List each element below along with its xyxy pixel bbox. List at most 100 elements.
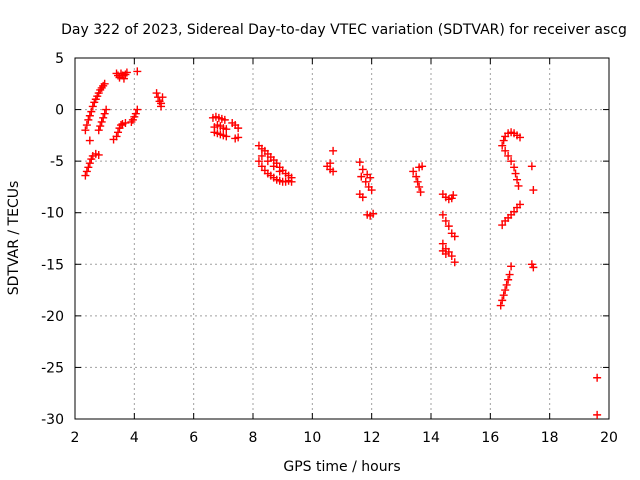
data-point	[358, 165, 367, 174]
axis-ticks: 2 4 6 8 10 12 14 16 18 20 5 0 -5 -10 -15 -20 -25 -30	[41, 51, 618, 446]
data-point	[498, 141, 507, 150]
data-point	[88, 102, 97, 111]
grid	[75, 58, 609, 419]
data-point	[507, 262, 516, 271]
y-tick-label: -25	[41, 360, 64, 376]
data-point	[87, 107, 96, 116]
data-point	[158, 93, 167, 102]
data-point	[254, 157, 263, 166]
data-point	[234, 133, 243, 142]
data-point	[329, 167, 338, 176]
data-point	[510, 207, 519, 216]
data-point	[507, 157, 516, 166]
data-point	[85, 111, 94, 120]
data-point	[444, 222, 453, 231]
data-point	[84, 115, 93, 124]
data-point	[499, 291, 508, 300]
data-point	[413, 177, 422, 186]
data-point	[450, 258, 459, 267]
data-point	[449, 191, 458, 200]
data-point	[367, 186, 376, 195]
y-tick-label: -10	[41, 206, 64, 222]
y-tick-label: -15	[41, 257, 64, 273]
data-point	[505, 270, 514, 279]
data-point	[97, 117, 106, 126]
data-point	[593, 373, 602, 382]
data-point	[121, 118, 130, 127]
data-point	[418, 162, 427, 171]
data-point	[234, 124, 243, 133]
data-points	[81, 67, 602, 419]
data-point	[438, 246, 447, 255]
data-point	[415, 182, 424, 191]
data-point	[416, 188, 425, 197]
y-tick-label: -20	[41, 309, 64, 325]
data-point	[152, 89, 161, 98]
data-point	[222, 125, 231, 134]
y-tick-label: -30	[41, 412, 64, 428]
x-tick-label: 18	[541, 430, 559, 446]
data-point	[94, 126, 103, 135]
data-point	[438, 210, 447, 219]
x-tick-label: 16	[481, 430, 499, 446]
data-point	[122, 68, 131, 77]
data-point	[85, 136, 94, 145]
data-point	[94, 150, 103, 159]
data-point	[99, 113, 108, 122]
x-tick-label: 2	[71, 430, 80, 446]
data-point	[133, 67, 142, 76]
x-tick-label: 6	[189, 430, 198, 446]
data-point	[85, 159, 94, 168]
x-tick-label: 20	[600, 430, 618, 446]
data-point	[100, 79, 109, 88]
data-point	[501, 146, 510, 155]
data-point	[114, 128, 123, 137]
data-point	[358, 193, 367, 202]
data-point	[504, 151, 513, 160]
data-point	[514, 181, 523, 190]
data-point	[355, 158, 364, 167]
data-point	[529, 186, 538, 195]
data-point	[84, 163, 93, 172]
data-point	[257, 151, 266, 160]
x-tick-label: 12	[363, 430, 381, 446]
data-point	[82, 167, 91, 176]
data-point	[222, 132, 231, 141]
x-tick-label: 10	[303, 430, 321, 446]
data-point	[96, 122, 105, 131]
data-point	[357, 172, 366, 181]
data-point	[511, 169, 520, 178]
data-point	[369, 209, 378, 218]
x-tick-label: 8	[249, 430, 258, 446]
data-point	[366, 173, 375, 182]
data-point	[112, 132, 121, 141]
data-point	[516, 200, 524, 209]
data-point	[513, 175, 522, 184]
data-point	[116, 121, 125, 130]
data-point	[498, 221, 507, 230]
data-point	[326, 159, 335, 168]
data-point	[102, 105, 111, 114]
data-point	[516, 133, 524, 142]
x-tick-label: 14	[422, 430, 440, 446]
data-point	[82, 121, 91, 130]
data-point	[119, 74, 128, 83]
data-point	[275, 167, 284, 176]
plot-frame	[74, 57, 610, 420]
data-point	[510, 163, 519, 172]
data-point	[438, 239, 447, 248]
data-point	[441, 216, 450, 225]
data-point	[499, 136, 508, 145]
data-point	[361, 177, 370, 186]
data-point	[504, 275, 513, 284]
data-point	[529, 263, 538, 272]
data-point	[593, 410, 602, 419]
data-point	[269, 162, 278, 171]
data-point	[496, 301, 505, 310]
data-point	[527, 162, 536, 171]
data-point	[409, 167, 418, 176]
x-axis-label: GPS time / hours	[283, 459, 400, 475]
data-point	[447, 252, 456, 261]
data-point	[81, 171, 90, 180]
